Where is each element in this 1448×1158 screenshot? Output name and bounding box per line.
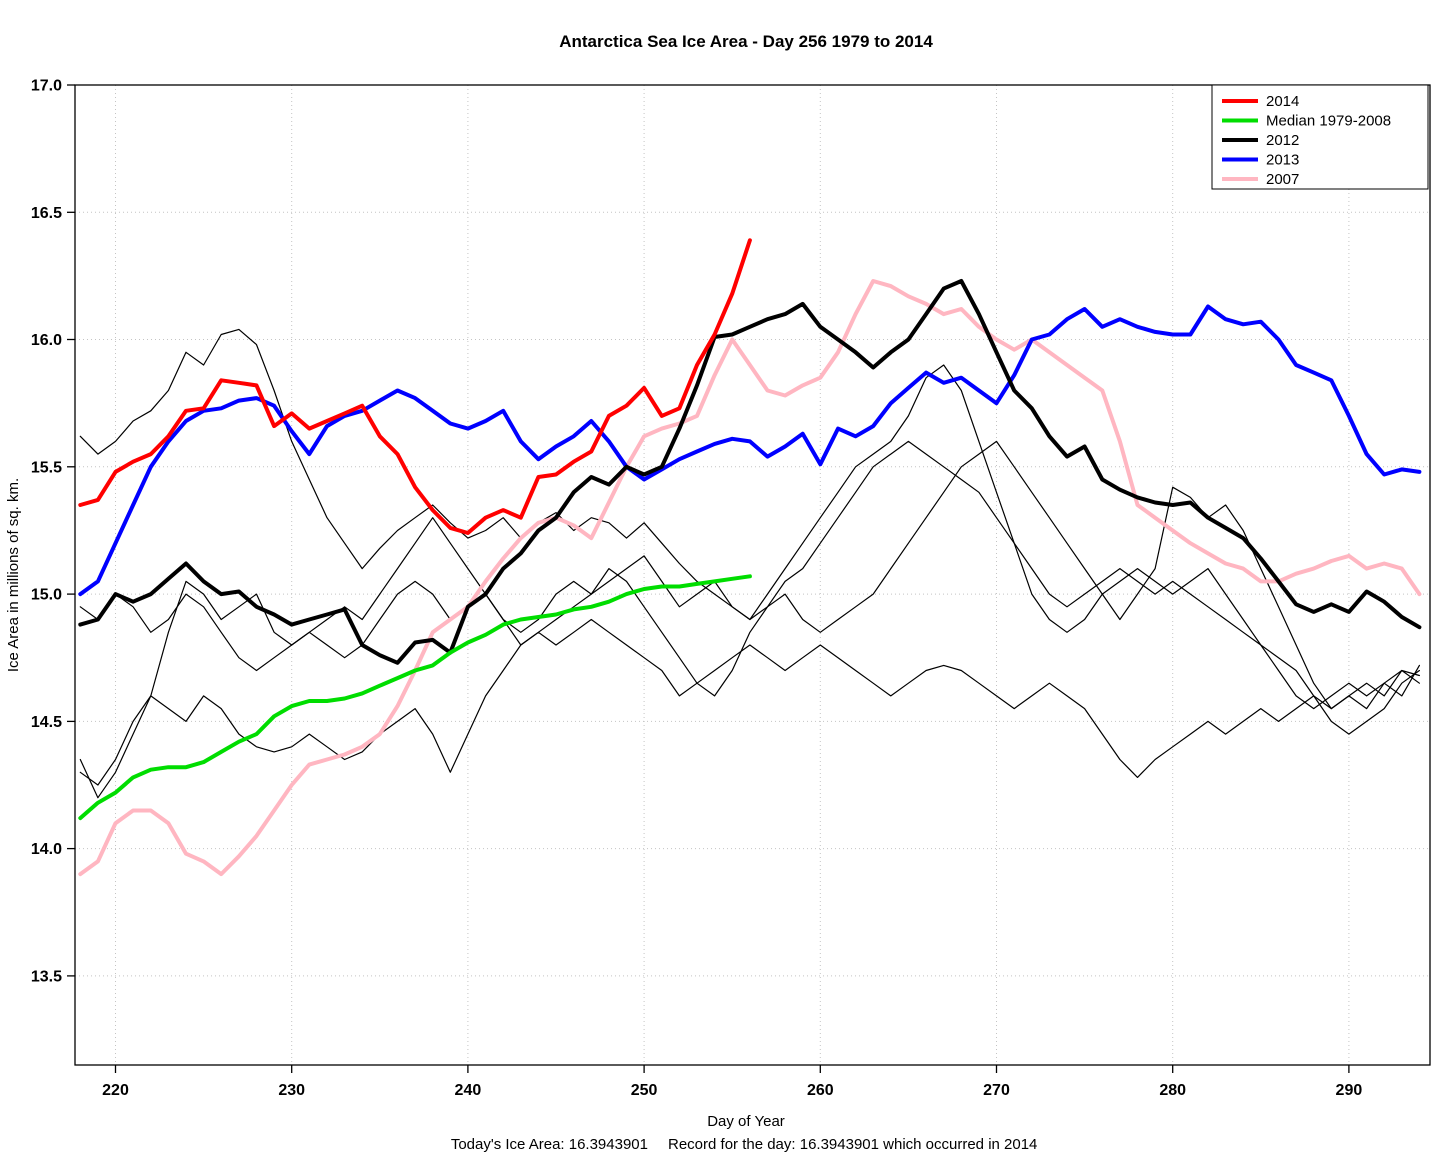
series-2012-line bbox=[78, 279, 1422, 665]
series-2013-line bbox=[78, 304, 1422, 597]
y-tick-label: 15.5 bbox=[31, 459, 62, 476]
series-other-year-3-line bbox=[79, 618, 1420, 786]
plot-border bbox=[74, 84, 1431, 1066]
x-tick-label: 270 bbox=[983, 1082, 1010, 1099]
x-tick-label: 220 bbox=[102, 1082, 129, 1099]
y-tick-label: 13.5 bbox=[31, 968, 62, 985]
legend-label: 2007 bbox=[1266, 171, 1299, 188]
footer-today-text: Today's Ice Area: 16.3943901 bbox=[451, 1136, 648, 1153]
legend-label: 2012 bbox=[1266, 132, 1299, 149]
y-tick-label: 14.0 bbox=[31, 841, 62, 858]
legend-label: Median 1979-2008 bbox=[1266, 113, 1391, 130]
x-tick-label: 250 bbox=[631, 1082, 658, 1099]
y-axis-label: Ice Area in millions of sq. km. bbox=[5, 478, 22, 672]
y-tick-label: 14.5 bbox=[31, 714, 62, 731]
x-axis-label: Day of Year bbox=[707, 1113, 785, 1130]
x-tick-label: 230 bbox=[278, 1082, 305, 1099]
chart-title: Antarctica Sea Ice Area - Day 256 1979 t… bbox=[559, 32, 933, 51]
legend-label: 2013 bbox=[1266, 152, 1299, 169]
legend-label: 2014 bbox=[1266, 93, 1299, 110]
series-other-year-4-line bbox=[79, 440, 1420, 735]
x-tick-label: 290 bbox=[1336, 1082, 1363, 1099]
x-tick-label: 240 bbox=[455, 1082, 482, 1099]
x-tick-label: 260 bbox=[807, 1082, 834, 1099]
y-tick-label: 16.5 bbox=[31, 205, 62, 222]
series-2014-line bbox=[78, 238, 752, 535]
series-median-1979-2008-line bbox=[78, 574, 752, 821]
y-tick-label: 16.0 bbox=[31, 332, 62, 349]
y-tick-label: 17.0 bbox=[31, 78, 62, 95]
y-tick-label: 15.0 bbox=[31, 587, 62, 604]
series-other-year-1-line bbox=[79, 328, 1420, 710]
footer-record-text: Record for the day: 16.3943901 which occ… bbox=[668, 1136, 1037, 1153]
x-tick-label: 280 bbox=[1159, 1082, 1186, 1099]
plot-area: 220 230 240 250 260 270 280 290 13.5 14.0 14.5 15.0… bbox=[31, 78, 1431, 1099]
series-2007-line bbox=[78, 279, 1422, 877]
